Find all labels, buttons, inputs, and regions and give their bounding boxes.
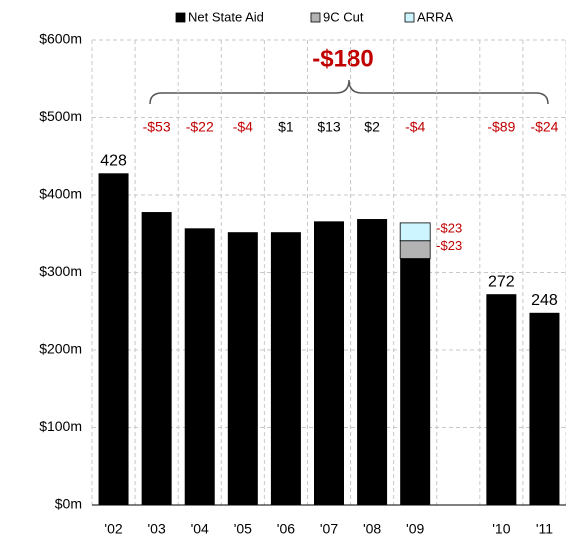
- legend-label: ARRA: [417, 9, 453, 24]
- change-label: -$22: [186, 119, 214, 135]
- value-label: 428: [100, 153, 127, 170]
- change-label: -$4: [405, 119, 425, 135]
- change-label: $13: [317, 119, 341, 135]
- total-annotation: -$180: [312, 45, 373, 72]
- legend-label: Net State Aid: [188, 9, 264, 24]
- bar: [357, 219, 388, 505]
- y-tick-label: $0m: [55, 496, 82, 512]
- x-tick-label: '08: [363, 521, 381, 537]
- bar: [399, 240, 431, 259]
- value-label: 272: [488, 273, 515, 290]
- change-label: $2: [364, 119, 380, 135]
- y-tick-label: $600m: [39, 31, 82, 47]
- x-tick-label: '04: [191, 521, 209, 537]
- legend-label: 9C Cut: [323, 9, 364, 24]
- change-label: -$53: [143, 119, 171, 135]
- bar: [98, 173, 129, 506]
- brace: [149, 79, 549, 105]
- bar: [529, 312, 560, 505]
- x-tick-label: '10: [492, 521, 510, 537]
- change-label: -$4: [233, 119, 253, 135]
- change-label: -$89: [487, 119, 515, 135]
- bar: [399, 222, 431, 242]
- value-label: -$23: [436, 220, 462, 235]
- y-tick-label: $300m: [39, 263, 82, 279]
- y-tick-label: $100m: [39, 418, 82, 434]
- x-tick-label: '05: [234, 521, 252, 537]
- bar: [314, 221, 344, 505]
- x-tick-label: '02: [104, 521, 122, 537]
- bar: [270, 232, 301, 505]
- value-label: -$23: [436, 238, 462, 253]
- y-tick-label: $500m: [39, 108, 82, 124]
- change-label: $1: [278, 119, 294, 135]
- legend-swatch: [310, 12, 321, 23]
- change-label: -$24: [530, 119, 558, 135]
- x-tick-label: '06: [277, 521, 295, 537]
- y-tick-label: $200m: [39, 341, 82, 357]
- value-label: 248: [531, 292, 558, 309]
- bar: [486, 294, 517, 505]
- x-tick-label: '03: [148, 521, 166, 537]
- bar: [184, 228, 215, 505]
- bar: [141, 212, 172, 506]
- x-tick-label: '07: [320, 521, 338, 537]
- legend-swatch: [175, 12, 186, 23]
- x-tick-label: '11: [536, 521, 553, 537]
- bar: [400, 258, 431, 505]
- y-tick-label: $400m: [39, 186, 82, 202]
- legend-swatch: [404, 12, 415, 23]
- x-tick-label: '09: [406, 521, 424, 537]
- bar: [227, 232, 258, 505]
